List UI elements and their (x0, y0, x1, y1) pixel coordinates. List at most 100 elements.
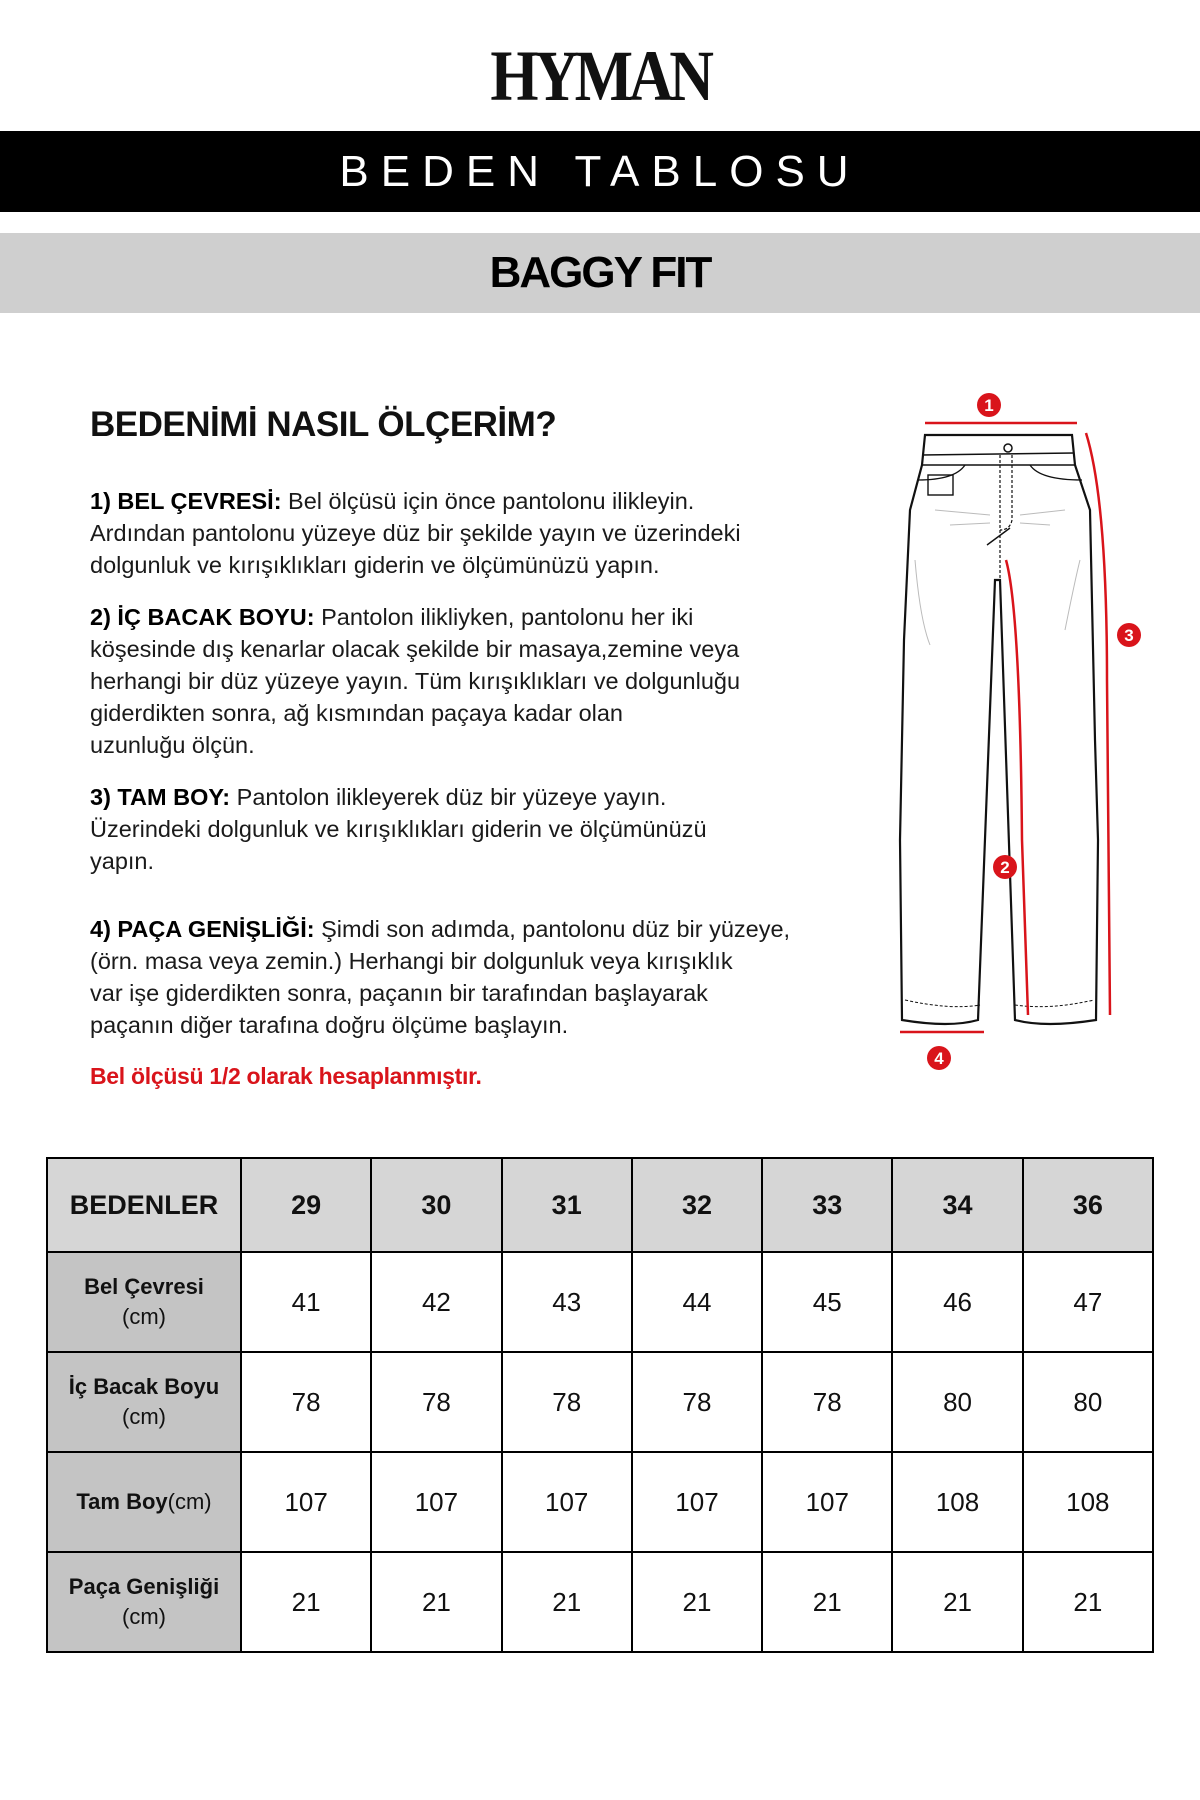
marker-2: 2 (1000, 858, 1009, 877)
row-unit: (cm) (122, 1404, 166, 1429)
step-text: uzunluğu ölçün. (90, 732, 255, 758)
marker-3: 3 (1124, 626, 1133, 645)
table-cell: 78 (370, 1351, 503, 1453)
step-text: Pantolon ilikleyerek düz bir yüzeye yayı… (230, 784, 667, 810)
step-line: giderdikten sonra, ağ kısmından paçaya k… (90, 697, 850, 729)
row-label: Tam Boy(cm) (46, 1451, 242, 1553)
pants-outline (898, 433, 1100, 1026)
waist-note: Bel ölçüsü 1/2 olarak hesaplanmıştır. (90, 1063, 482, 1089)
step-line: köşesinde dış kenarlar olacak şekilde bi… (90, 633, 850, 665)
length-measure-line (1084, 432, 1112, 1016)
table-cell: 21 (500, 1551, 633, 1653)
how-to-title: BEDENİMİ NASIL ÖLÇERİM? (90, 405, 557, 444)
table-cell: 107 (239, 1451, 373, 1553)
row-name: Paça Genişliği (68, 1574, 220, 1599)
step-label: 4) PAÇA GENİŞLİĞİ: (90, 916, 315, 942)
table-row: Paça Genişliği (cm) 21 21 21 21 21 21 21 (46, 1551, 1155, 1653)
table-cell: 43 (500, 1251, 633, 1353)
table-cell: 46 (891, 1251, 1024, 1353)
step-label: 3) TAM BOY: (90, 784, 231, 810)
fit-title: BAGGY FIT (0, 233, 1200, 313)
row-label: Paça Genişliği (cm) (46, 1551, 242, 1653)
measure-step: 1) BEL ÇEVRESİ: Bel ölçüsü için önce pan… (90, 485, 850, 581)
table-cell: 78 (630, 1351, 764, 1453)
table-row: İç Bacak Boyu (cm) 78 78 78 78 78 80 80 (46, 1351, 1155, 1453)
step-line: 4) PAÇA GENİŞLİĞİ: Şimdi son adımda, pan… (90, 913, 850, 945)
row-name: Tam Boy (76, 1489, 168, 1514)
size-header: 36 (1021, 1157, 1155, 1253)
row-label: Bel Çevresi (cm) (46, 1251, 242, 1353)
step-line: (örn. masa veya zemin.) Herhangi bir dol… (90, 945, 850, 977)
size-header: 33 (761, 1157, 894, 1253)
table-cell: 107 (630, 1451, 764, 1553)
measure-step: 2) İÇ BACAK BOYU: Pantolon ilikliyken, p… (90, 601, 850, 761)
table-cell: 78 (500, 1351, 633, 1453)
step-line: var işe giderdikten sonra, paçanın bir t… (90, 977, 850, 1009)
inseam-measure-line (1004, 559, 1030, 1016)
row-label: İç Bacak Boyu (cm) (46, 1351, 242, 1453)
table-cell: 21 (630, 1551, 764, 1653)
step-label: 1) BEL ÇEVRESİ: (90, 488, 282, 514)
step-text: paçanın diğer tarafına doğru ölçüme başl… (90, 1012, 569, 1038)
table-row: Bel Çevresi (cm) 41 42 43 44 45 46 47 (46, 1251, 1155, 1353)
measure-markers: 1 2 3 4 (927, 393, 1141, 1070)
size-header: 34 (891, 1157, 1024, 1253)
step-text: köşesinde dış kenarlar olacak şekilde bi… (90, 636, 740, 662)
measure-step: 3) TAM BOY: Pantolon ilikleyerek düz bir… (90, 781, 850, 877)
size-header: 29 (239, 1157, 373, 1253)
table-header-row: BEDENLER 29 30 31 32 33 34 36 (46, 1157, 1155, 1253)
brand-logo: HYMAN (490, 36, 714, 116)
marker-1: 1 (984, 396, 993, 415)
table-cell: 21 (370, 1551, 503, 1653)
table-cell: 41 (239, 1251, 373, 1353)
step-text: Şimdi son adımda, pantolonu düz bir yüze… (314, 916, 791, 942)
step-text: giderdikten sonra, ağ kısmından paçaya k… (90, 700, 623, 726)
row-name: İç Bacak Boyu (68, 1374, 220, 1399)
step-line: Ardından pantolonu yüzeye düz bir şekild… (90, 517, 850, 549)
table-cell: 107 (500, 1451, 633, 1553)
step-text: Ardından pantolonu yüzeye düz bir şekild… (90, 520, 741, 546)
step-text: (örn. masa veya zemin.) Herhangi bir dol… (90, 948, 733, 974)
table-cell: 107 (761, 1451, 894, 1553)
how-to-measure: BEDENİMİ NASIL ÖLÇERİM? 1) BEL ÇEVRESİ: … (90, 405, 850, 1090)
table-cell: 47 (1021, 1251, 1155, 1353)
table-cell: 108 (1021, 1451, 1155, 1553)
row-name: Bel Çevresi (84, 1274, 204, 1299)
step-line: Üzerindeki dolgunluk ve kırışıklıkları g… (90, 813, 850, 845)
table-cell: 21 (891, 1551, 1024, 1653)
table-cell: 107 (370, 1451, 503, 1553)
size-header: 30 (370, 1157, 503, 1253)
header-sizes-label: BEDENLER (46, 1157, 242, 1253)
pants-diagram: 1 2 3 4 (898, 393, 1141, 1070)
table-cell: 45 (761, 1251, 894, 1353)
step-text: var işe giderdikten sonra, paçanın bir t… (90, 980, 708, 1006)
size-table: BEDENLER 29 30 31 32 33 34 36 Bel Çevresi (cm) 41 4… (46, 1157, 1155, 1653)
step-text: Pantolon ilikliyken, pantolonu her iki (314, 604, 694, 630)
measure-step: 4) PAÇA GENİŞLİĞİ: Şimdi son adımda, pan… (90, 913, 850, 1041)
step-line: yapın. (90, 845, 850, 877)
step-line: 3) TAM BOY: Pantolon ilikleyerek düz bir… (90, 781, 850, 813)
table-cell: 80 (1021, 1351, 1155, 1453)
size-header: 31 (500, 1157, 633, 1253)
step-line: herhangi bir düz yüzeye yayın. Tüm kırış… (90, 665, 850, 697)
table-cell: 42 (370, 1251, 503, 1353)
table-row: Tam Boy(cm) 107 107 107 107 107 108 108 (46, 1451, 1155, 1553)
table-cell: 21 (239, 1551, 373, 1653)
step-text: herhangi bir düz yüzeye yayın. Tüm kırış… (90, 668, 741, 694)
row-unit: (cm) (122, 1604, 166, 1629)
page-title: BEDEN TABLOSU (0, 131, 1200, 212)
table-cell: 78 (239, 1351, 373, 1453)
table-cell: 44 (630, 1251, 764, 1353)
step-line: paçanın diğer tarafına doğru ölçüme başl… (90, 1009, 850, 1041)
marker-4: 4 (934, 1049, 944, 1068)
table-cell: 21 (1021, 1551, 1155, 1653)
step-label: 2) İÇ BACAK BOYU: (90, 604, 315, 630)
step-line: dolgunluk ve kırışıklıkları giderin ve ö… (90, 549, 850, 581)
step-line: uzunluğu ölçün. (90, 729, 850, 761)
step-line: 2) İÇ BACAK BOYU: Pantolon ilikliyken, p… (90, 601, 850, 633)
step-text: Üzerindeki dolgunluk ve kırışıklıkları g… (90, 816, 707, 842)
size-header: 32 (630, 1157, 764, 1253)
step-text: yapın. (90, 848, 155, 874)
step-text: Bel ölçüsü için önce pantolonu ilikleyin… (281, 488, 695, 514)
table-cell: 78 (761, 1351, 894, 1453)
